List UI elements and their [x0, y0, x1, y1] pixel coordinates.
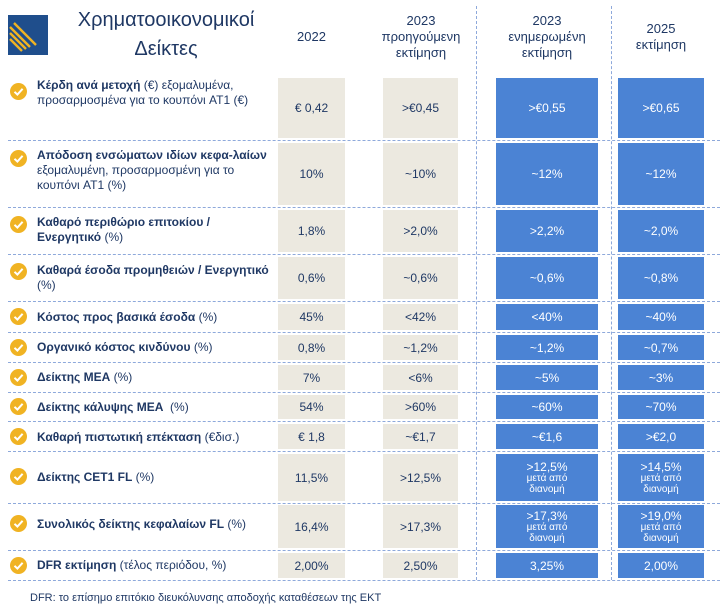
value-2022: 0,8% [278, 335, 345, 360]
column-divider [611, 6, 612, 580]
value-2023-updated: ~12% [496, 143, 598, 205]
row-divider [8, 254, 720, 255]
row-divider [8, 362, 720, 363]
header-2025: 2025 εκτίμηση [635, 21, 687, 52]
row-divider [8, 301, 720, 302]
checkmark-icon [10, 557, 27, 574]
value-2025: ~2,0% [618, 210, 704, 252]
checkmark-icon [10, 515, 27, 532]
metric-label: Απόδοση ενσώματων ιδίων κεφα-λαίων εξομα… [37, 148, 267, 192]
value-2023-updated: >17,3% μετά από διανομή [496, 505, 598, 548]
row-divider [8, 140, 720, 141]
checkmark-icon [10, 83, 27, 100]
value-2023-updated: ~60% [496, 395, 598, 419]
value-2023-previous: <6% [383, 365, 458, 390]
metric-label: Καθαρό περιθώριο επιτοκίου / Ενεργητικό … [37, 215, 210, 244]
value-2023-updated: >€0,55 [496, 78, 598, 138]
value-2022: 45% [278, 304, 345, 330]
value-2022: € 1,8 [278, 424, 345, 449]
value-2023-previous: >12,5% [383, 454, 458, 501]
header-2022: 2022 [297, 29, 326, 44]
page-title: Χρηματοοικονομικοί Δείκτες [77, 9, 255, 60]
value-2025: ~12% [618, 143, 704, 205]
row-divider [8, 421, 720, 422]
checkmark-icon [10, 216, 27, 233]
row-divider [8, 503, 720, 504]
header-2023-updated: 2023 ενημερωμένη εκτίμηση [508, 13, 586, 60]
footnote: DFR: το επίσημο επιτόκιο διευκόλυνσης απ… [30, 592, 382, 604]
checkmark-icon [10, 398, 27, 415]
row-divider [8, 550, 720, 551]
checkmark-icon [10, 369, 27, 386]
metric-label: Οργανικό κόστος κινδύνου (%) [37, 340, 213, 354]
value-2022: 54% [278, 395, 345, 419]
value-2023-updated: 3,25% [496, 553, 598, 578]
checkmark-icon [10, 428, 27, 445]
row-divider [8, 451, 720, 452]
value-2022: 7% [278, 365, 345, 390]
metric-label: Δείκτης ΜΕΑ (%) [37, 370, 133, 384]
value-2025: >14,5% μετά από διανομή [618, 454, 704, 501]
metric-label: Κέρδη ανά μετοχή (€) εξομαλυμένα, προσαρ… [37, 78, 249, 107]
value-2023-updated: ~€1,6 [496, 424, 598, 449]
value-2022: 2,00% [278, 553, 345, 578]
checkmark-icon [10, 308, 27, 325]
value-2025: ~3% [618, 365, 704, 390]
value-2022: 1,8% [278, 210, 345, 252]
checkmark-icon [10, 263, 27, 280]
bank-logo [8, 15, 48, 55]
value-2025: ~70% [618, 395, 704, 419]
metric-label: Δείκτης CET1 FL (%) [37, 470, 155, 484]
value-2023-updated: ~5% [496, 365, 598, 390]
value-2023-previous: ~€1,7 [383, 424, 458, 449]
row-divider [8, 392, 720, 393]
value-2022: 16,4% [278, 505, 345, 548]
value-2023-updated: >2,2% [496, 210, 598, 252]
value-2023-previous: >2,0% [383, 210, 458, 252]
value-2022: 0,6% [278, 257, 345, 299]
value-2023-updated: <40% [496, 304, 598, 330]
value-2023-previous: ~0,6% [383, 257, 458, 299]
row-divider [8, 207, 720, 208]
header-2023-previous: 2023 προηγούμενη εκτίμηση [381, 13, 461, 60]
metric-label: Καθαρή πιστωτική επέκταση (€δισ.) [37, 430, 240, 444]
row-divider [8, 580, 720, 581]
value-2023-previous: ~1,2% [383, 335, 458, 360]
value-2023-previous: >€0,45 [383, 78, 458, 138]
metric-label: Συνολικός δείκτης κεφαλαίων FL (%) [37, 517, 247, 531]
value-2023-previous: 2,50% [383, 553, 458, 578]
value-2025: >€0,65 [618, 78, 704, 138]
value-2023-updated: ~0,6% [496, 257, 598, 299]
metric-label: Δείκτης κάλυψης ΜΕΑ (%) [37, 400, 189, 414]
column-divider [476, 6, 477, 580]
value-2023-previous: >60% [383, 395, 458, 419]
value-2023-previous: >17,3% [383, 505, 458, 548]
metric-label: DFR εκτίμηση (τέλος περιόδου, %) [37, 558, 227, 572]
metric-label: Κόστος προς βασικά έσοδα (%) [37, 310, 218, 324]
value-2025: ~40% [618, 304, 704, 330]
value-2022: € 0,42 [278, 78, 345, 138]
metric-label: Καθαρά έσοδα προμηθειών / Ενεργητικό (%) [37, 263, 269, 292]
checkmark-icon [10, 468, 27, 485]
row-divider [8, 332, 720, 333]
checkmark-icon [10, 150, 27, 167]
value-2025: 2,00% [618, 553, 704, 578]
value-2025: >19,0% μετά από διανομή [618, 505, 704, 548]
value-2022: 10% [278, 143, 345, 205]
value-2025: ~0,8% [618, 257, 704, 299]
value-2022: 11,5% [278, 454, 345, 501]
value-2023-updated: >12,5% μετά από διανομή [496, 454, 598, 501]
value-2025: >€2,0 [618, 424, 704, 449]
value-2023-previous: ~10% [383, 143, 458, 205]
value-2025: ~0,7% [618, 335, 704, 360]
value-2023-updated: ~1,2% [496, 335, 598, 360]
value-2023-previous: <42% [383, 304, 458, 330]
checkmark-icon [10, 339, 27, 356]
